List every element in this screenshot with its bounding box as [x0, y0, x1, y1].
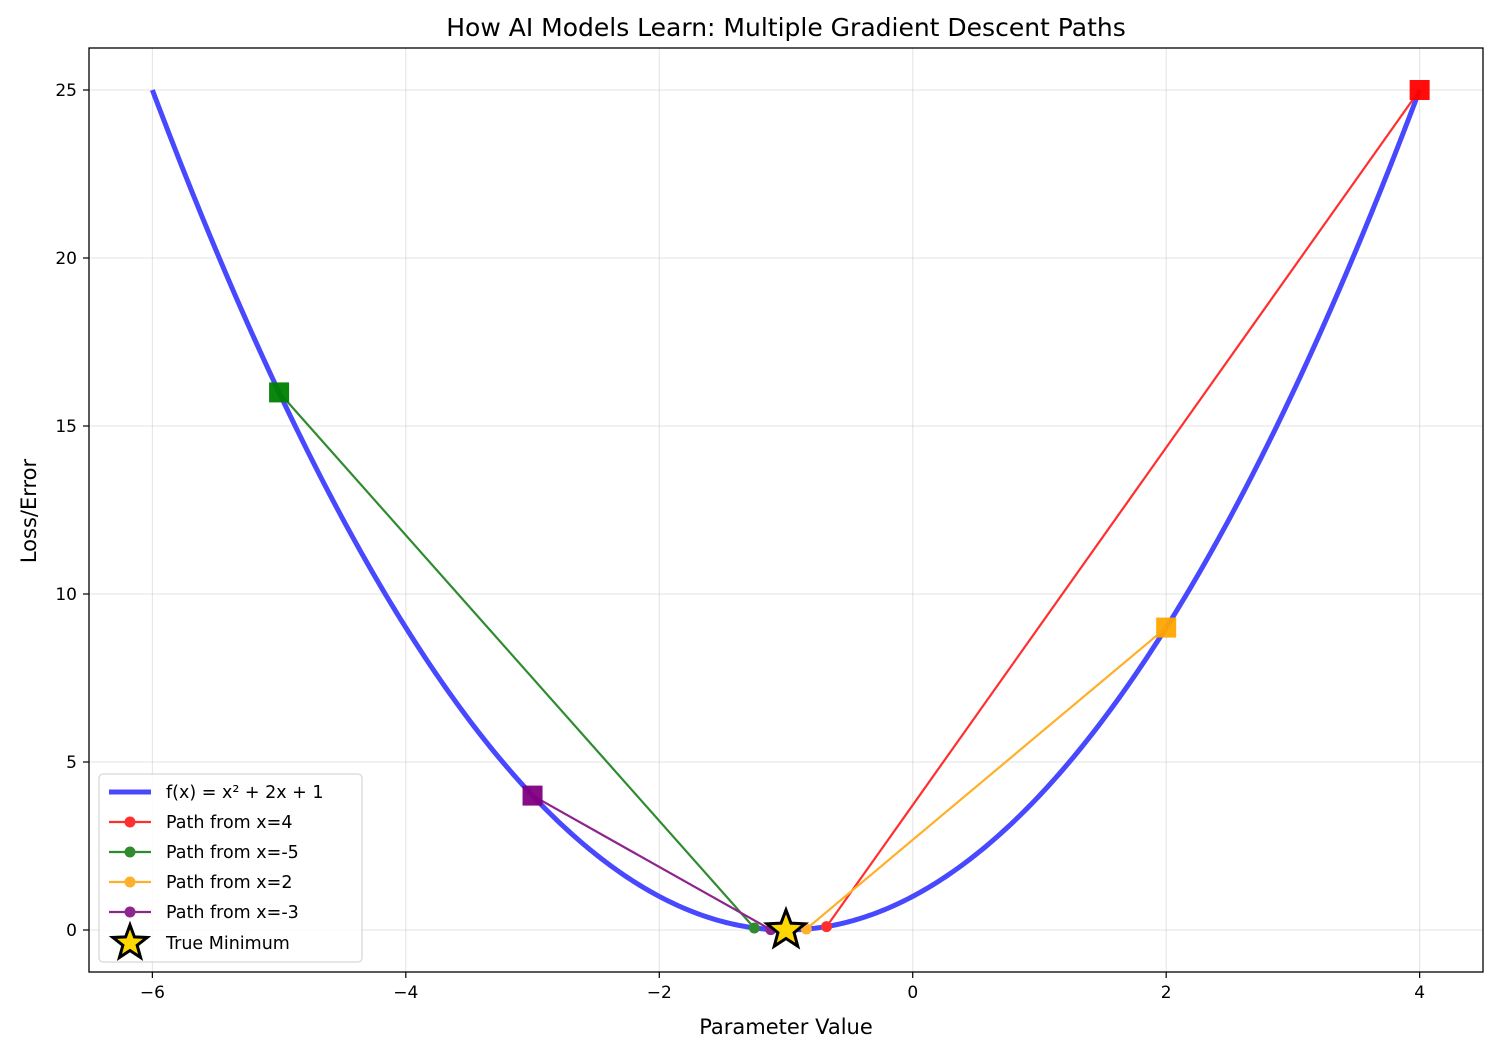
y-tick-label: 25: [55, 81, 77, 101]
legend-label: Path from x=-3: [166, 903, 299, 923]
plot-area: [150, 80, 1430, 950]
x-tick-label: 4: [1414, 983, 1425, 1003]
x-axis-title: Parameter Value: [699, 1015, 873, 1039]
legend-label: Path from x=-5: [166, 843, 299, 863]
x-axis: −6 −4 −2 0 2 4: [140, 972, 1425, 1003]
y-tick-label: 20: [55, 249, 77, 269]
legend-curve-label: f(x) = x² + 2x + 1: [166, 783, 324, 803]
descent-path-2: [278, 391, 756, 929]
legend-swatch-marker: [124, 876, 136, 888]
x-tick-label: 2: [1161, 983, 1172, 1003]
start-marker: [1409, 80, 1430, 100]
path-end-point: [748, 922, 760, 934]
x-tick-label: −6: [140, 983, 165, 1003]
y-tick-label: 15: [55, 417, 77, 437]
descent-path-3: [805, 626, 1167, 930]
y-axis-title: Loss/Error: [17, 458, 41, 563]
x-tick-label: −4: [393, 983, 418, 1003]
start-marker: [1156, 617, 1177, 638]
descent-path-4: [532, 794, 772, 931]
path-end-point: [821, 921, 833, 933]
y-tick-label: 0: [66, 921, 77, 941]
legend-star-icon: [108, 920, 152, 962]
x-tick-label: −2: [647, 983, 672, 1003]
y-axis: 0 5 10 15 20 25: [55, 81, 89, 941]
plot-frame: [88, 47, 1484, 973]
legend-swatch-marker: [124, 846, 136, 858]
x-tick-label: 0: [907, 983, 918, 1003]
legend-box: [98, 773, 363, 963]
start-marker: [269, 382, 290, 403]
descent-path-1: [825, 89, 1421, 928]
legend-label: Path from x=4: [166, 813, 292, 833]
legend-swatch-marker: [124, 906, 136, 918]
y-tick-label: 10: [55, 585, 77, 605]
chart-title: How AI Models Learn: Multiple Gradient D…: [446, 13, 1126, 42]
legend: f(x) = x² + 2x + 1 Path from x=4 Path from…: [98, 773, 363, 963]
y-tick-label: 5: [66, 753, 77, 773]
legend-label: Path from x=2: [166, 873, 292, 893]
legend-minimum-label: True Minimum: [165, 934, 290, 954]
start-marker: [522, 785, 543, 806]
true-minimum-star: [762, 905, 810, 950]
legend-swatch-marker: [124, 816, 136, 828]
